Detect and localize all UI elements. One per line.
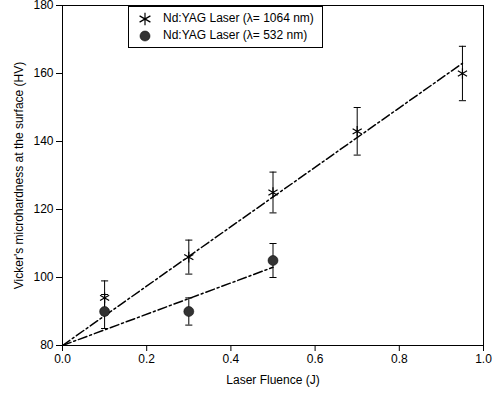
svg-text:0.8: 0.8	[391, 352, 408, 366]
svg-text:0.0: 0.0	[54, 352, 71, 366]
svg-text:Vicker's microhardness at the: Vicker's microhardness at the surface (H…	[12, 62, 26, 289]
svg-text:160: 160	[33, 66, 53, 80]
svg-text:120: 120	[33, 202, 53, 216]
svg-text:180: 180	[33, 0, 53, 12]
svg-text:100: 100	[33, 270, 53, 284]
html-text:Nd:YAG Laser (λ= 532 nm): Nd:YAG Laser (λ= 532 nm)	[163, 28, 308, 42]
svg-text:0.2: 0.2	[138, 352, 155, 366]
html-text:Nd:YAG Laser (λ= 1064 nm): Nd:YAG Laser (λ= 1064 nm)	[163, 11, 314, 25]
svg-text:0.6: 0.6	[307, 352, 324, 366]
svg-text:140: 140	[33, 134, 53, 148]
svg-text:0.4: 0.4	[223, 352, 240, 366]
svg-text:Laser Fluence (J): Laser Fluence (J)	[226, 373, 319, 387]
svg-text:1.0: 1.0	[475, 352, 492, 366]
svg-text:80: 80	[40, 338, 54, 352]
